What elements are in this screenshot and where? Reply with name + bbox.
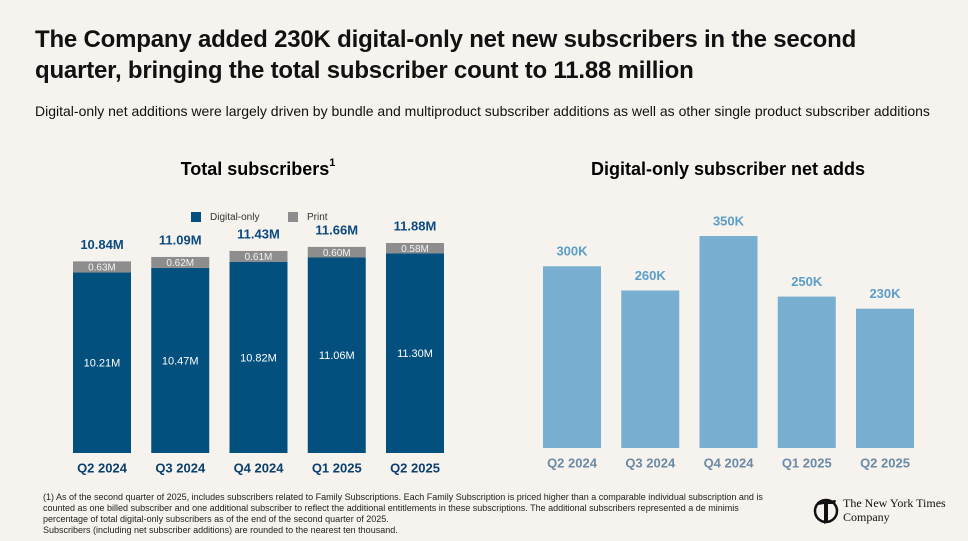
- total-label: 11.09M: [159, 232, 202, 247]
- chart-title: Total subscribers1: [181, 157, 336, 179]
- value-label: 10.47M: [162, 355, 199, 367]
- logo-text: The New York Times Company: [843, 496, 946, 524]
- bar-segment: [229, 261, 288, 453]
- footnote: (1) As of the second quarter of 2025, in…: [43, 492, 763, 524]
- total-label: 10.84M: [80, 237, 123, 252]
- chart-title-text: Total subscribers: [181, 159, 330, 179]
- x-tick-label: Q3 2024: [625, 455, 676, 470]
- legend-swatch: [288, 212, 298, 222]
- footnote: Subscribers (including net subscriber ad…: [43, 525, 398, 535]
- total-label: 11.43M: [237, 226, 280, 241]
- value-label: 11.06M: [319, 350, 355, 362]
- bar-segment: [229, 250, 288, 262]
- footnotes: (1) As of the second quarter of 2025, in…: [43, 492, 773, 536]
- chart-title-note: 1: [329, 157, 335, 169]
- value-label: 0.63M: [88, 263, 116, 274]
- bar-segment: [73, 261, 131, 273]
- chart-title: Digital-only subscriber net adds: [591, 159, 865, 179]
- value-label: 230K: [869, 286, 901, 301]
- total-label: 11.88M: [394, 218, 437, 233]
- value-label: 350K: [713, 213, 745, 228]
- legend-label: Print: [307, 212, 328, 223]
- bar: [543, 266, 601, 448]
- bar: [699, 236, 758, 448]
- logo: The New York Times Company: [812, 494, 952, 528]
- x-tick-label: Q1 2025: [312, 460, 362, 475]
- x-tick-label: Q4 2024: [704, 455, 755, 470]
- x-tick-label: Q1 2025: [782, 455, 832, 470]
- bar-segment: [386, 243, 444, 254]
- value-label: 0.62M: [166, 258, 194, 269]
- value-label: 0.58M: [401, 244, 429, 255]
- logo-mark: [813, 498, 839, 524]
- bar-segment: [151, 267, 210, 453]
- x-tick-label: Q2 2025: [390, 460, 440, 475]
- value-label: 250K: [791, 274, 823, 289]
- logo-line: Company: [843, 510, 890, 524]
- legend-label: Digital-only: [210, 212, 259, 223]
- bar: [777, 296, 836, 448]
- bar-segment: [307, 246, 366, 258]
- value-label: 300K: [556, 244, 588, 259]
- bar-segment: [151, 256, 210, 268]
- value-label: 0.61M: [245, 252, 273, 263]
- x-tick-label: Q4 2024: [234, 460, 285, 475]
- value-label: 11.30M: [397, 348, 433, 360]
- x-tick-label: Q2 2025: [860, 455, 910, 470]
- bar-segment: [307, 257, 366, 453]
- x-tick-label: Q2 2024: [547, 455, 598, 470]
- bar-segment: [73, 272, 131, 453]
- value-label: 0.60M: [323, 248, 351, 259]
- bar: [621, 290, 680, 448]
- slide-subtitle: Digital-only net additions were largely …: [35, 103, 930, 119]
- legend-swatch: [191, 212, 201, 222]
- value-label: 10.21M: [84, 358, 121, 370]
- chart-title-text: Digital-only subscriber net adds: [591, 159, 865, 179]
- total-label: 11.66M: [315, 222, 358, 237]
- value-label: 10.82M: [240, 352, 277, 364]
- x-tick-label: Q2 2024: [77, 460, 128, 475]
- value-label: 260K: [635, 268, 667, 283]
- bar-segment: [386, 253, 444, 453]
- bar: [856, 308, 914, 448]
- logo-line: The New York Times: [843, 496, 946, 510]
- slide-title: The Company added 230K digital-only net …: [35, 26, 857, 84]
- x-tick-label: Q3 2024: [155, 460, 206, 475]
